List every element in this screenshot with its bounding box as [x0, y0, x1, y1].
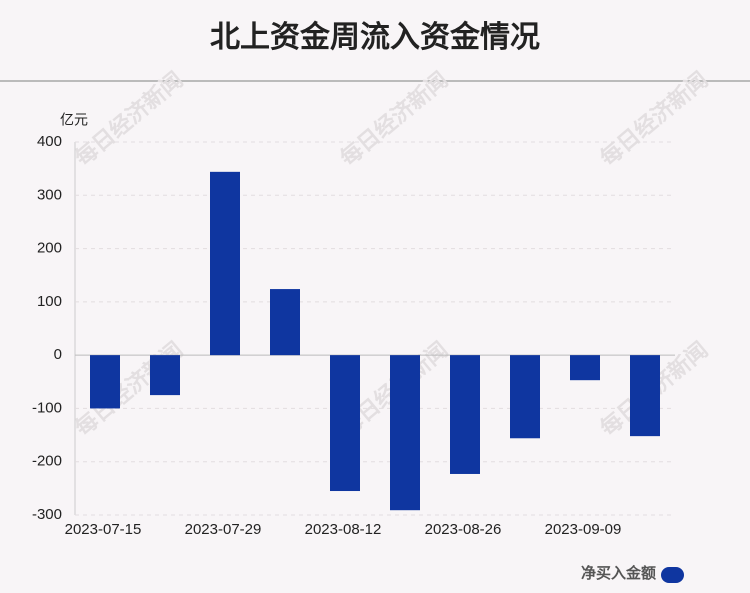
bar — [450, 355, 480, 474]
y-tick-label: 0 — [54, 346, 62, 363]
y-tick-label: 100 — [37, 293, 62, 310]
bar — [510, 355, 540, 439]
x-tick-label: 2023-08-26 — [425, 521, 502, 538]
watermark: 每日经济新闻 — [335, 67, 453, 172]
y-tick-label: 400 — [37, 133, 62, 150]
chart-title: 北上资金周流入资金情况 — [210, 20, 540, 54]
x-tick-label: 2023-09-09 — [545, 521, 622, 538]
bar — [390, 355, 420, 511]
bar — [150, 355, 180, 396]
y-tick-label: 300 — [37, 186, 62, 203]
bar — [330, 355, 360, 492]
legend-swatch — [661, 567, 684, 583]
bar — [270, 289, 300, 356]
y-tick-label: -100 — [32, 399, 62, 416]
y-tick-label: 200 — [37, 240, 62, 257]
bar — [210, 171, 240, 356]
bar — [90, 355, 120, 409]
x-tick-label: 2023-08-12 — [305, 521, 382, 538]
bar — [630, 355, 660, 437]
y-unit: 亿元 — [60, 112, 88, 128]
bar — [570, 355, 600, 381]
x-tick-label: 2023-07-29 — [185, 521, 262, 538]
watermark: 每日经济新闻 — [70, 67, 188, 172]
x-tick-label: 2023-07-15 — [65, 521, 142, 538]
y-tick-label: -300 — [32, 506, 62, 523]
legend-label: 净买入金额 — [581, 564, 656, 582]
y-tick-label: -200 — [32, 453, 62, 470]
watermark: 每日经济新闻 — [595, 67, 713, 172]
